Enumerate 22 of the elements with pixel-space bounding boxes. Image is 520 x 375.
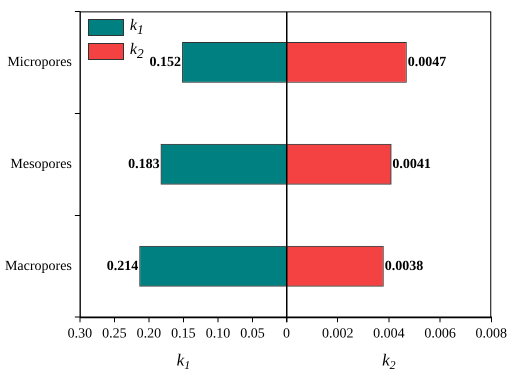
x-tick-label: 0.004: [372, 326, 404, 342]
y-tick-label: Mesopores: [10, 156, 72, 172]
x-tick-label: 0.30: [68, 326, 92, 342]
x-tick-label: 0.002: [321, 326, 353, 342]
y-tick-label: Macropores: [4, 258, 72, 274]
x-tick-label: 0.15: [171, 326, 196, 342]
data-label: 0.0038: [384, 258, 423, 274]
legend-label: k$_{1}$: [130, 17, 144, 39]
x-tick-label: 0.10: [206, 326, 230, 342]
x-tick-label: 0.20: [136, 326, 162, 342]
x-tick-label: 0.008: [475, 326, 506, 342]
data-label: 0.0041: [392, 156, 430, 172]
x-tick-label: 0.25: [102, 326, 127, 342]
x-tick-label: 0.006: [424, 326, 456, 342]
legend-label: k$_{2}$: [130, 41, 144, 63]
data-label: 0.214: [106, 258, 138, 274]
x-tick-label: 0.05: [240, 326, 265, 342]
data-label: 0.152: [150, 54, 182, 70]
y-tick-label: Micropores: [7, 55, 72, 70]
data-label: 0.0047: [407, 54, 446, 70]
data-label: 0.183: [128, 156, 160, 172]
x-tick-label: 0: [282, 326, 290, 342]
